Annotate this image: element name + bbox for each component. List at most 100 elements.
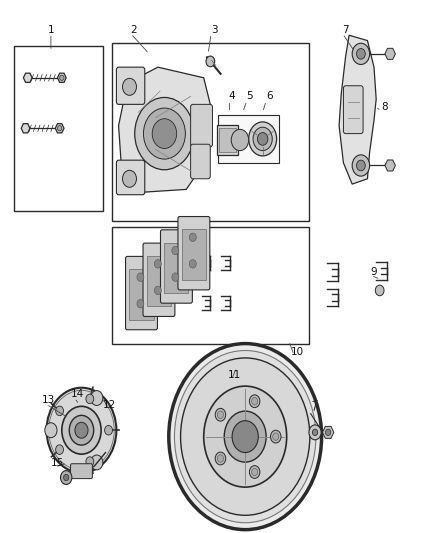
FancyBboxPatch shape <box>71 464 92 479</box>
Circle shape <box>144 108 185 159</box>
Circle shape <box>215 452 226 465</box>
Circle shape <box>154 260 161 268</box>
Circle shape <box>231 130 249 151</box>
Circle shape <box>123 78 137 95</box>
Circle shape <box>312 429 318 435</box>
Text: 8: 8 <box>381 102 388 112</box>
FancyBboxPatch shape <box>191 144 210 179</box>
Circle shape <box>174 351 316 523</box>
FancyBboxPatch shape <box>143 243 175 317</box>
Circle shape <box>352 155 370 176</box>
Polygon shape <box>23 73 32 83</box>
Polygon shape <box>322 426 334 438</box>
Polygon shape <box>57 73 66 83</box>
Text: 15: 15 <box>51 458 64 468</box>
Circle shape <box>309 425 321 440</box>
Text: 13: 13 <box>42 395 55 406</box>
Circle shape <box>325 429 331 435</box>
Circle shape <box>357 49 365 59</box>
FancyBboxPatch shape <box>343 86 363 134</box>
Text: 2: 2 <box>131 25 137 35</box>
Text: 11: 11 <box>228 370 241 381</box>
FancyBboxPatch shape <box>126 256 157 330</box>
Circle shape <box>357 160 365 171</box>
Polygon shape <box>21 124 30 133</box>
Circle shape <box>189 260 196 268</box>
Circle shape <box>180 358 310 515</box>
Bar <box>164 243 188 293</box>
Circle shape <box>215 408 226 421</box>
Circle shape <box>105 425 113 435</box>
Text: 14: 14 <box>71 389 84 399</box>
Circle shape <box>152 119 177 149</box>
Circle shape <box>86 457 94 466</box>
Circle shape <box>86 394 94 403</box>
Circle shape <box>123 170 137 187</box>
Circle shape <box>224 411 266 462</box>
Circle shape <box>69 415 94 445</box>
Circle shape <box>206 56 215 67</box>
Circle shape <box>217 455 223 462</box>
Bar <box>130 269 153 320</box>
Circle shape <box>375 285 384 296</box>
Circle shape <box>45 423 57 438</box>
Circle shape <box>46 387 117 473</box>
Circle shape <box>169 344 321 530</box>
FancyBboxPatch shape <box>117 67 145 104</box>
Text: 9: 9 <box>371 267 377 277</box>
Circle shape <box>57 126 62 131</box>
Circle shape <box>56 445 64 455</box>
Circle shape <box>249 395 260 408</box>
Bar <box>182 229 206 280</box>
Bar <box>14 46 103 211</box>
Circle shape <box>232 421 258 453</box>
FancyBboxPatch shape <box>178 216 210 290</box>
Text: 6: 6 <box>266 91 272 101</box>
Bar <box>147 256 171 306</box>
Circle shape <box>91 391 103 406</box>
Bar <box>218 115 279 163</box>
Circle shape <box>251 398 258 405</box>
Bar <box>217 125 238 155</box>
Circle shape <box>60 75 64 80</box>
Circle shape <box>204 386 287 487</box>
Circle shape <box>154 286 161 295</box>
Circle shape <box>251 469 258 476</box>
FancyBboxPatch shape <box>160 230 192 303</box>
Polygon shape <box>55 124 64 133</box>
Circle shape <box>271 430 281 443</box>
Text: 3: 3 <box>211 25 218 35</box>
Bar <box>112 227 308 344</box>
Polygon shape <box>339 35 376 184</box>
Circle shape <box>253 127 272 151</box>
Circle shape <box>258 133 268 146</box>
Circle shape <box>137 273 144 281</box>
Circle shape <box>91 455 103 470</box>
Text: 7: 7 <box>343 25 349 35</box>
Circle shape <box>75 422 88 438</box>
Text: 12: 12 <box>103 400 117 410</box>
Circle shape <box>273 433 279 440</box>
Circle shape <box>137 300 144 308</box>
Polygon shape <box>119 67 210 192</box>
Circle shape <box>56 406 64 416</box>
Circle shape <box>189 233 196 241</box>
Circle shape <box>64 474 69 481</box>
Circle shape <box>172 246 179 255</box>
Circle shape <box>217 411 223 418</box>
Bar <box>112 43 308 221</box>
Circle shape <box>62 406 101 454</box>
Circle shape <box>249 466 260 479</box>
Circle shape <box>60 471 72 484</box>
Text: 5: 5 <box>246 91 253 101</box>
Text: 10: 10 <box>291 346 304 357</box>
FancyBboxPatch shape <box>117 160 145 195</box>
Text: 1: 1 <box>48 25 54 35</box>
Circle shape <box>352 43 370 64</box>
Polygon shape <box>385 49 396 59</box>
Circle shape <box>172 273 179 281</box>
Text: 4: 4 <box>229 91 235 101</box>
FancyBboxPatch shape <box>191 104 212 147</box>
Bar <box>219 128 236 152</box>
Circle shape <box>249 122 277 156</box>
